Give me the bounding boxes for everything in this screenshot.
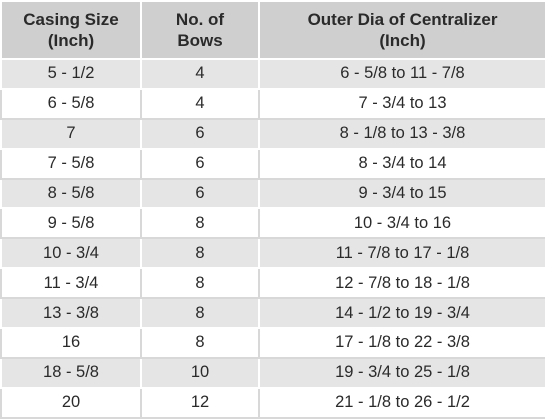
- table-row: 6 - 5/8 4 7 - 3/4 to 13: [0, 87, 545, 120]
- table-cell: 5 - 1/2: [0, 58, 142, 90]
- table-row: 9 - 5/8 8 10 - 3/4 to 16: [0, 207, 545, 240]
- table-cell: 6: [140, 177, 260, 210]
- table-row: 10 - 3/4 8 11 - 7/8 to 17 - 1/8: [0, 237, 545, 270]
- table-cell: 7 - 3/4 to 13: [258, 87, 545, 120]
- table-cell: 8 - 1/8 to 13 - 3/8: [258, 117, 545, 150]
- header-cell: Casing Size (Inch): [0, 0, 142, 60]
- table-cell: 12 - 7/8 to 18 - 1/8: [258, 267, 545, 300]
- table-cell: 8: [140, 327, 260, 359]
- table-row: 13 - 3/8 8 14 - 1/2 to 19 - 3/4: [0, 297, 545, 330]
- table-row: 7 - 5/8 6 8 - 3/4 to 14: [0, 147, 545, 180]
- table-cell: 7 - 5/8: [0, 147, 142, 180]
- table-row: 18 - 5/8 10 19 - 3/4 to 25 - 1/8: [0, 356, 545, 389]
- table-row: 20 12 21 - 1/8 to 26 - 1/2: [0, 386, 545, 419]
- table-row: 16 8 17 - 1/8 to 22 - 3/8: [0, 327, 545, 359]
- table-cell: 11 - 3/4: [0, 267, 142, 300]
- table-cell: 21 - 1/8 to 26 - 1/2: [258, 386, 545, 419]
- table-cell: 6: [140, 117, 260, 150]
- table-cell: 10 - 3/4: [0, 237, 142, 270]
- table-cell: 8: [140, 207, 260, 240]
- header-cell: Outer Dia of Centralizer (Inch): [258, 0, 545, 60]
- table-cell: 4: [140, 87, 260, 120]
- table-cell: 14 - 1/2 to 19 - 3/4: [258, 297, 545, 330]
- table-cell: 8: [140, 267, 260, 300]
- table-cell: 6 - 5/8 to 11 - 7/8: [258, 58, 545, 90]
- table-cell: 6: [140, 147, 260, 180]
- table-cell: 10: [140, 356, 260, 389]
- table-body: 5 - 1/2 4 6 - 5/8 to 11 - 7/8 6 - 5/8 4 7 - 3…: [0, 58, 545, 419]
- table-cell: 20: [0, 386, 142, 419]
- table-cell: 13 - 3/8: [0, 297, 142, 330]
- header-text: (Inch): [47, 31, 95, 50]
- table-cell: 8 - 3/4 to 14: [258, 147, 545, 180]
- table-cell: 11 - 7/8 to 17 - 1/8: [258, 237, 545, 270]
- table-cell: 10 - 3/4 to 16: [258, 207, 545, 240]
- table-cell: 8: [140, 297, 260, 330]
- header-text: Casing Size: [23, 10, 119, 29]
- table-cell: 19 - 3/4 to 25 - 1/8: [258, 356, 545, 389]
- table-cell: 17 - 1/8 to 22 - 3/8: [258, 327, 545, 359]
- table-row: 11 - 3/4 8 12 - 7/8 to 18 - 1/8: [0, 267, 545, 300]
- header-text: No. of: [175, 10, 225, 29]
- header-cell: No. of Bows: [140, 0, 260, 60]
- table-cell: 16: [0, 327, 142, 359]
- table-cell: 8: [140, 237, 260, 270]
- table-cell: 8 - 5/8: [0, 177, 142, 210]
- table-row: 8 - 5/8 6 9 - 3/4 to 15: [0, 177, 545, 210]
- table-cell: 12: [140, 386, 260, 419]
- header-text: (Inch): [379, 31, 426, 50]
- table-row: 5 - 1/2 4 6 - 5/8 to 11 - 7/8: [0, 58, 545, 90]
- header-row: Casing Size (Inch) No. of Bows Outer Dia of …: [0, 0, 545, 60]
- table-cell: 6 - 5/8: [0, 87, 142, 120]
- header-text: Outer Dia of Centralizer: [307, 10, 498, 29]
- table-cell: 18 - 5/8: [0, 356, 142, 389]
- header-text: Bows: [177, 31, 223, 50]
- table-cell: 9 - 3/4 to 15: [258, 177, 545, 210]
- table-cell: 7: [0, 117, 142, 150]
- table-header: Casing Size (Inch) No. of Bows Outer Dia of …: [0, 0, 545, 60]
- table-cell: 4: [140, 58, 260, 90]
- table-cell: 9 - 5/8: [0, 207, 142, 240]
